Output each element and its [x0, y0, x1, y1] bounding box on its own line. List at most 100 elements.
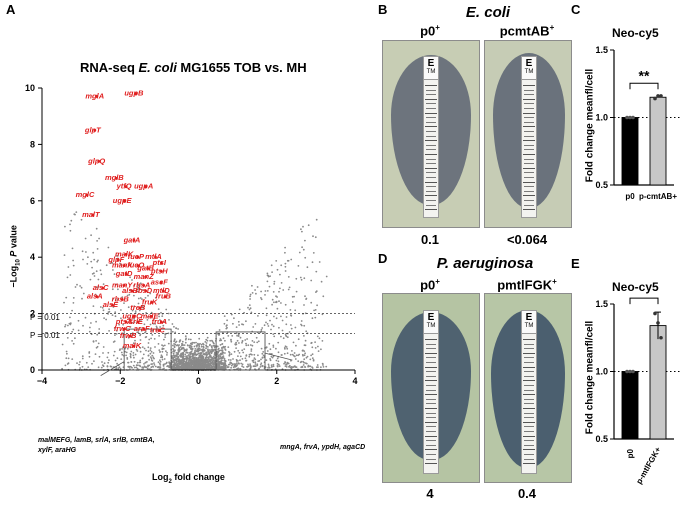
volcano-point	[257, 340, 260, 343]
volcano-point	[91, 362, 93, 365]
volcano-point	[72, 342, 75, 345]
volcano-point	[188, 367, 191, 370]
volcano-point	[127, 336, 130, 339]
volcano-point	[303, 350, 306, 352]
volcano-point	[282, 289, 285, 291]
volcano-point	[311, 317, 314, 320]
volcano-point	[259, 363, 262, 366]
volcano-point	[266, 272, 269, 275]
volcano-gene-label: mglB	[105, 173, 124, 182]
volcano-point	[111, 288, 114, 291]
strip-tick	[523, 394, 535, 396]
volcano-gene-label: mglA	[85, 91, 104, 100]
volcano-point	[159, 319, 161, 321]
volcano-point	[147, 346, 150, 349]
volcano-point	[224, 360, 227, 363]
volcano-point	[210, 345, 213, 347]
volcano-point	[172, 344, 174, 347]
volcano-x-tick-label: 0	[196, 376, 201, 386]
volcano-point	[276, 365, 279, 367]
volcano-point	[261, 356, 264, 359]
volcano-point	[291, 353, 294, 356]
volcano-point	[204, 366, 207, 369]
volcano-point	[112, 269, 114, 271]
volcano-point	[64, 364, 67, 367]
volcano-point	[250, 348, 253, 351]
strip-tick	[524, 398, 534, 400]
strip-tick	[425, 408, 437, 409]
volcano-point	[218, 333, 221, 336]
volcano-point	[66, 352, 68, 355]
volcano-point	[144, 336, 147, 339]
strip-tick	[425, 140, 437, 142]
volcano-point	[208, 349, 211, 351]
volcano-box-right	[215, 331, 266, 371]
volcano-point	[115, 329, 118, 332]
volcano-point	[316, 335, 319, 338]
volcano-point	[268, 285, 271, 288]
volcano-point	[147, 342, 150, 344]
volcano-point	[141, 366, 144, 369]
volcano-point	[314, 309, 317, 311]
volcano-point	[114, 334, 116, 336]
volcano-point	[114, 315, 117, 318]
volcano-point	[270, 364, 273, 366]
volcano-point	[279, 273, 281, 276]
volcano-point	[256, 341, 259, 344]
volcano-gene-label: ascF	[151, 278, 169, 287]
volcano-point	[284, 348, 286, 350]
volcano-point	[153, 338, 156, 340]
volcano-point	[266, 290, 269, 292]
volcano-gene-point	[93, 128, 97, 132]
volcano-point	[138, 361, 141, 364]
volcano-point	[141, 305, 144, 307]
volcano-point	[113, 327, 116, 329]
volcano-point	[161, 344, 163, 346]
volcano-gene-label: ptsI	[152, 258, 167, 267]
volcano-point	[304, 295, 306, 298]
volcano-gene-label: frwB	[120, 331, 137, 340]
volcano-point	[200, 352, 203, 355]
volcano-point	[122, 323, 124, 326]
volcano-point	[112, 341, 115, 343]
volcano-point	[134, 353, 137, 356]
volcano-point	[149, 292, 152, 295]
volcano-point	[270, 328, 272, 331]
volcano-point	[81, 297, 83, 300]
volcano-point	[293, 295, 295, 298]
volcano-point	[217, 356, 219, 358]
volcano-gene-label: ugpA	[134, 182, 153, 191]
volcano-point	[100, 273, 103, 276]
volcano-point	[159, 364, 162, 366]
plate-b2: E TM	[484, 40, 572, 228]
volcano-point	[134, 310, 137, 312]
volcano-point	[102, 352, 104, 354]
volcano-point	[135, 348, 138, 351]
volcano-gene-label: malE	[141, 311, 160, 320]
annotation-left: malMEFG, lamB, srlA, srlB, cmtBA, xylF, …	[38, 437, 155, 454]
volcano-point	[152, 366, 155, 368]
volcano-point	[303, 361, 305, 364]
strip-tick	[524, 371, 534, 373]
volcano-y-tick-label: 2	[30, 309, 35, 319]
volcano-point	[112, 354, 115, 357]
volcano-point	[191, 367, 194, 370]
bar-point	[656, 321, 660, 325]
volcano-gene-label: mtlA	[145, 252, 162, 261]
volcano-y-tick-label: 8	[30, 139, 35, 149]
volcano-point	[167, 312, 170, 315]
strip-tick	[425, 112, 437, 114]
volcano-point	[125, 351, 128, 354]
volcano-point	[146, 361, 148, 363]
volcano-point	[247, 306, 249, 309]
volcano-point	[173, 346, 176, 349]
volcano-point	[246, 338, 249, 340]
volcano-point	[281, 354, 283, 356]
strip-tick	[524, 149, 534, 151]
volcano-gene-label: alsC	[93, 283, 109, 292]
volcano-point	[117, 288, 119, 291]
strip-tick	[523, 421, 535, 423]
volcano-point	[306, 355, 309, 358]
volcano-point	[249, 293, 252, 296]
bar-y-tick-label: 0.5	[595, 180, 608, 190]
